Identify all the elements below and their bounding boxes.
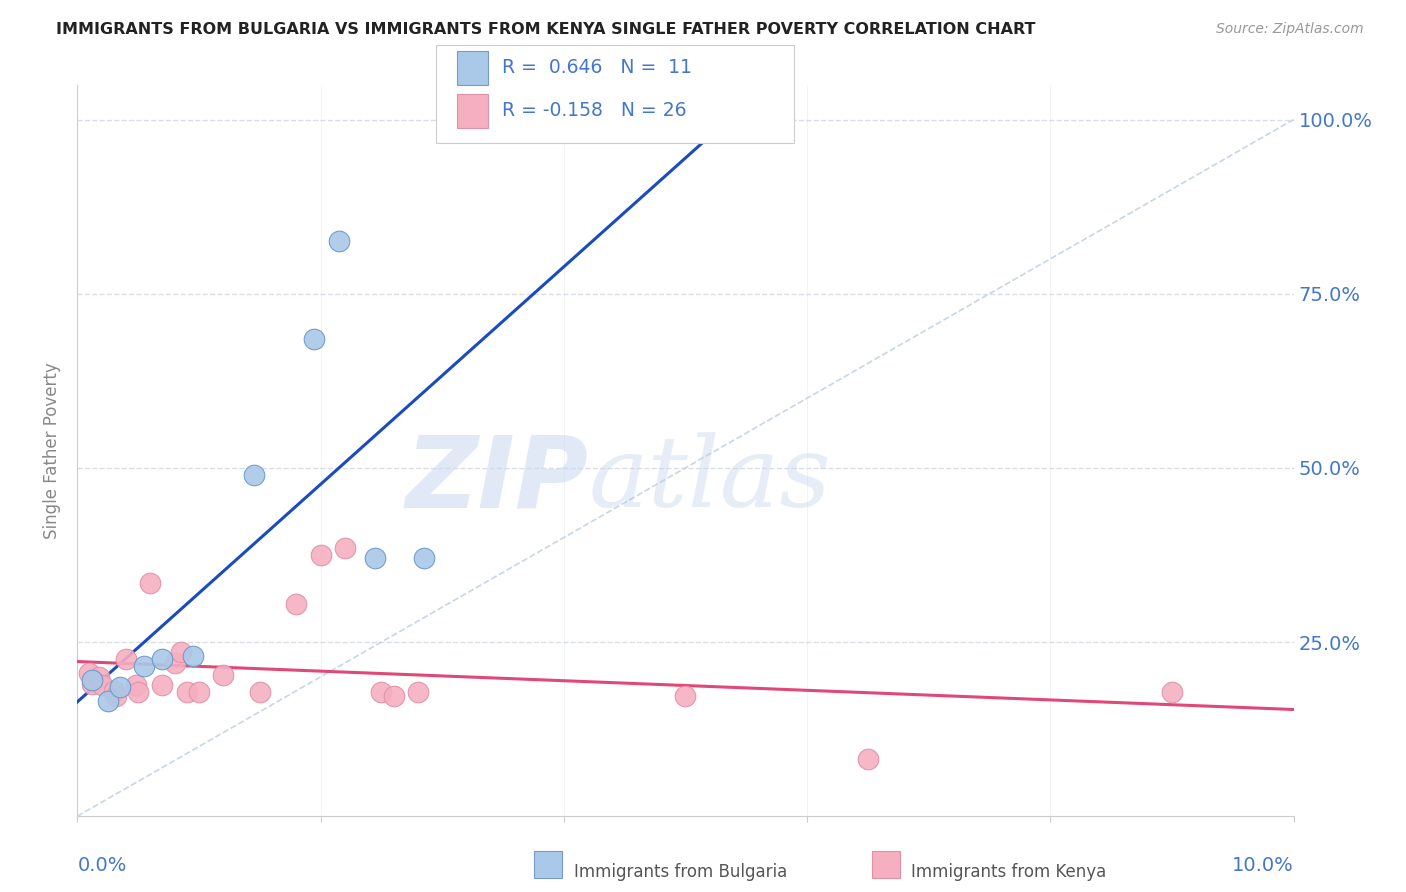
Point [406,685,429,699]
Point [127,685,149,699]
Point [97,694,120,708]
Point [1161,685,1184,699]
Point [212,668,235,682]
Point [79,666,101,681]
Point [370,685,392,699]
Point [364,551,387,566]
Point [333,541,356,555]
Point [90,678,112,692]
Point [103,683,125,698]
Point [382,690,405,704]
Y-axis label: Single Father Poverty: Single Father Poverty [44,362,62,539]
Point [242,467,264,482]
Text: 0.0%: 0.0% [77,856,127,875]
Point [152,652,174,666]
Point [188,685,211,699]
Point [80,673,103,688]
Point [304,332,326,346]
Text: atlas: atlas [588,432,831,527]
Point [249,685,271,699]
Text: Immigrants from Kenya: Immigrants from Kenya [911,863,1107,881]
Point [152,678,174,692]
Point [170,645,193,659]
Text: R =  0.646   N =  11: R = 0.646 N = 11 [502,58,692,78]
Point [163,656,186,670]
Point [309,548,332,562]
Text: Immigrants from Bulgaria: Immigrants from Bulgaria [574,863,787,881]
Point [328,235,350,249]
Point [413,551,436,566]
Point [176,685,198,699]
Point [105,690,128,704]
Point [108,681,131,695]
Point [285,597,308,611]
Point [856,752,879,766]
Point [134,659,156,673]
Text: ZIP: ZIP [405,431,588,528]
Point [80,677,103,691]
Text: Source: ZipAtlas.com: Source: ZipAtlas.com [1216,22,1364,37]
Text: R = -0.158   N = 26: R = -0.158 N = 26 [502,101,686,120]
Text: 10.0%: 10.0% [1232,856,1294,875]
Point [125,678,148,692]
Point [89,670,111,684]
Text: IMMIGRANTS FROM BULGARIA VS IMMIGRANTS FROM KENYA SINGLE FATHER POVERTY CORRELAT: IMMIGRANTS FROM BULGARIA VS IMMIGRANTS F… [56,22,1036,37]
Point [139,575,162,590]
Point [181,648,204,663]
Point [115,652,138,666]
Point [675,690,697,704]
